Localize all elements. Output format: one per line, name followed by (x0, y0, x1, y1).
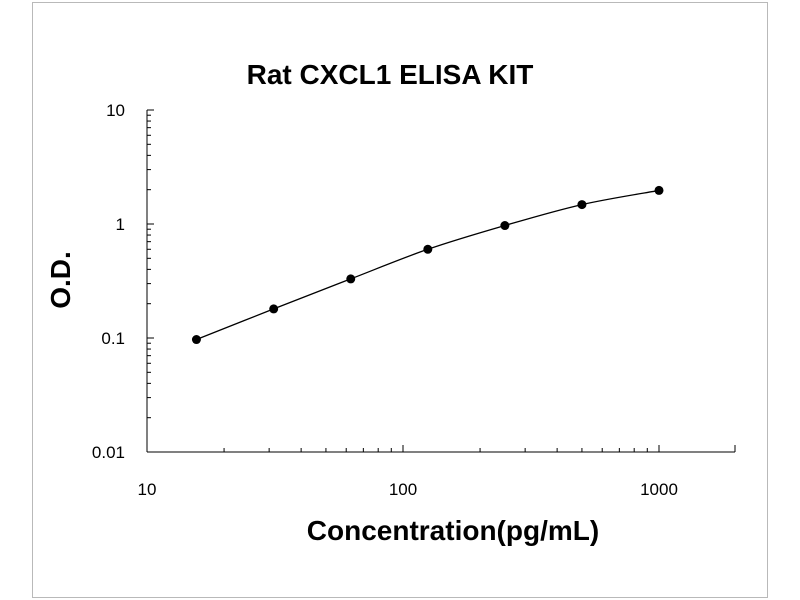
y-axis-label: O.D. (45, 251, 76, 309)
data-point (423, 244, 433, 254)
axes (146, 109, 736, 453)
data-point (577, 200, 587, 210)
chart-title: Rat CXCL1 ELISA KIT (247, 59, 534, 90)
x-tick-label: 10 (138, 480, 157, 499)
data-point (346, 274, 356, 284)
y-tick-label: 0.01 (92, 443, 125, 462)
data-point (500, 221, 510, 231)
series-line (196, 189, 660, 341)
data-point (269, 304, 279, 314)
x-tick-label: 1000 (640, 480, 678, 499)
data-point (191, 335, 201, 345)
y-tick-label: 1 (116, 215, 125, 234)
y-tick-label: 10 (106, 101, 125, 120)
y-tick-label: 0.1 (101, 329, 125, 348)
x-axis-label: Concentration(pg/mL) (307, 515, 599, 546)
data-point (654, 185, 664, 195)
chart-frame (32, 2, 768, 598)
tick-labels: 10 1 0.1 0.01 10 100 1000 (92, 101, 678, 499)
plot-area (191, 185, 664, 345)
x-tick-label: 100 (389, 480, 417, 499)
